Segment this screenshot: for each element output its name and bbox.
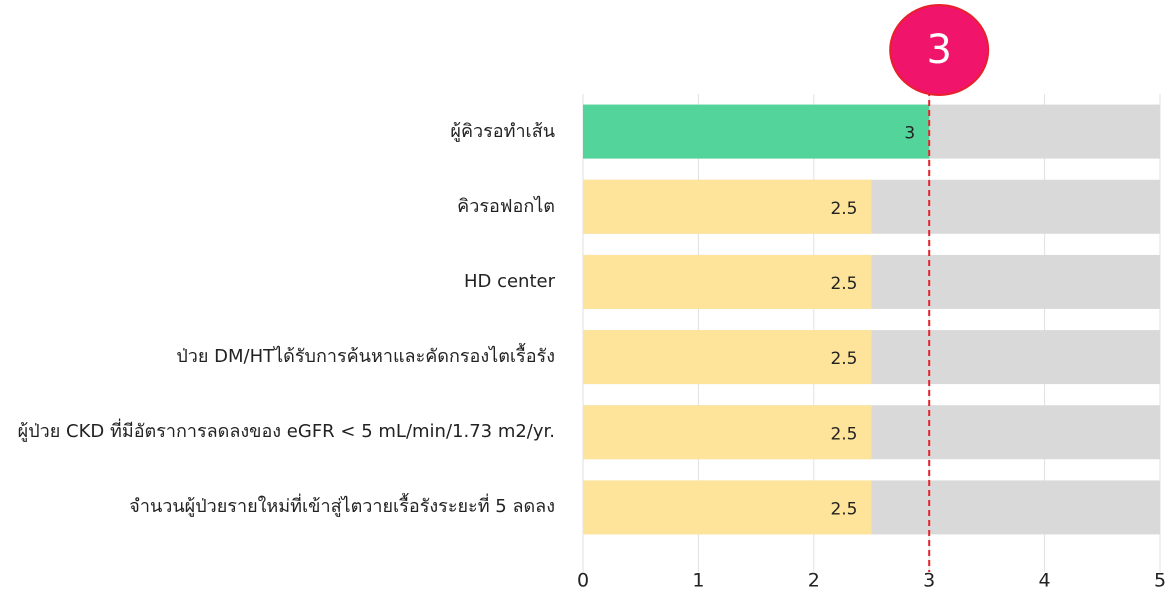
x-tick-label: 2: [808, 570, 820, 591]
x-tick-label: 5: [1154, 570, 1166, 591]
value-label: 2.5: [830, 499, 857, 519]
value-label: 2.5: [830, 274, 857, 294]
category-text: จำนวนผู้ป่วยรายใหม่ที่เข้าสู่ไตวายเรื้อร…: [129, 496, 555, 518]
x-tick-label: 4: [1039, 570, 1051, 591]
category-label: จำนวนผู้ป่วยรายใหม่ที่เข้าสู่ไตวายเรื้อร…: [129, 470, 555, 544]
x-tick-label: 0: [577, 570, 589, 591]
bar: [583, 330, 872, 385]
bar: [583, 179, 872, 234]
category-label: ผู้คิวรอทำเส้น: [450, 95, 555, 169]
category-text: ป่วย DM/HTได้รับการค้นหาและคัดกรองไตเรื้…: [176, 346, 555, 368]
target-badge: [889, 4, 990, 96]
category-text: ผู้คิวรอทำเส้น: [450, 120, 555, 142]
category-text: คิวรอฟอกไต: [457, 195, 555, 217]
value-label: 2.5: [830, 199, 857, 219]
category-label: ผู้ป่วย CKD ที่มีอัตราการลดลงของ eGFR < …: [18, 395, 555, 469]
x-tick-label: 3: [923, 570, 935, 591]
category-label: ป่วย DM/HTได้รับการค้นหาและคัดกรองไตเรื้…: [176, 320, 555, 394]
category-label: HD center: [464, 245, 555, 319]
category-label: คิวรอฟอกไต: [457, 170, 555, 244]
target-label: 3: [926, 27, 951, 73]
value-label: 2.5: [830, 349, 857, 369]
bar: [583, 254, 872, 309]
category-text: ผู้ป่วย CKD ที่มีอัตราการลดลงของ eGFR < …: [17, 421, 555, 443]
value-label: 2.5: [830, 424, 857, 444]
x-tick-label: 1: [692, 570, 704, 591]
bar: [583, 405, 872, 460]
category-text: HD center: [463, 270, 555, 292]
bar: [583, 104, 930, 159]
value-label: 3: [904, 124, 915, 144]
bar: [583, 480, 872, 535]
